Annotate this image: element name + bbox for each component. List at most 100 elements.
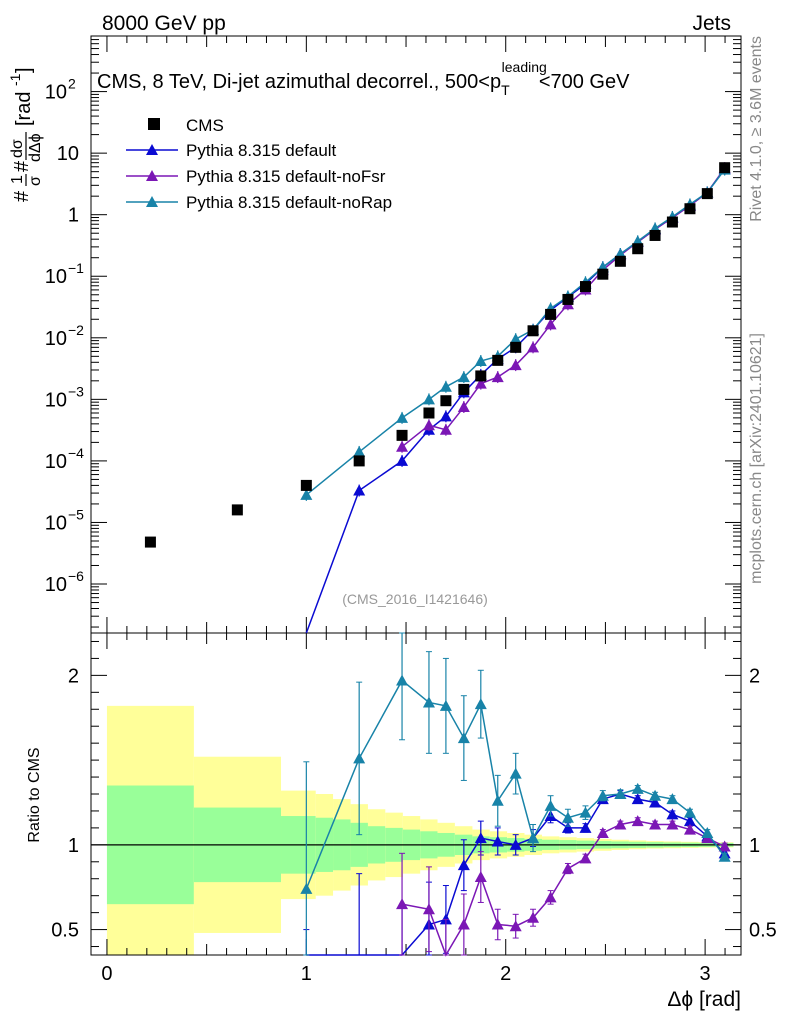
svg-text:1: 1 <box>9 175 26 184</box>
ratio-uncertainty-bands <box>106 705 734 955</box>
ratio-point <box>396 674 409 686</box>
ratio-point <box>683 823 696 835</box>
cms-data-point <box>701 188 713 200</box>
y-tick-label: 10 <box>57 143 79 165</box>
svg-text:[rad: [rad <box>13 92 35 126</box>
legend-marker-cms <box>148 118 160 130</box>
ratio-point <box>718 840 731 852</box>
ratio-point <box>631 793 644 805</box>
x-tick-label: 2 <box>500 963 511 985</box>
y-tick-exponent: 2 <box>68 76 76 92</box>
ratio-point <box>474 871 487 883</box>
ratio-tick-label: 1 <box>68 835 79 857</box>
cms-data-point <box>510 341 522 353</box>
ratio-point <box>631 815 644 827</box>
ratio-point <box>422 696 435 708</box>
y-tick-mantissa: 1 <box>68 205 79 227</box>
y-axis-label: # 1 σ # dσ dΔϕ [rad -1] <box>7 67 44 202</box>
legend-label: Pythia 8.315 default-noRap <box>186 193 392 212</box>
y-tick-label: 10 <box>45 389 67 411</box>
cms-data-point <box>527 325 539 337</box>
cms-data-point <box>719 162 731 174</box>
y-tick-label: 10 <box>45 512 67 534</box>
y-tick-label: 10 <box>45 574 67 596</box>
ratio-point <box>631 782 644 794</box>
ratio-point <box>544 799 557 811</box>
side-label-mcplots: mcplots.cern.ch [arXiv:2401.10621] <box>748 333 765 584</box>
y-tick-exponent: −6 <box>68 568 84 584</box>
ratio-point <box>579 806 592 818</box>
y-tick-mantissa: 10 <box>45 82 67 104</box>
ratio-y-label: Ratio to CMS <box>26 747 43 842</box>
ratio-point <box>509 767 522 779</box>
ratio-point <box>457 918 470 930</box>
y-tick-exponent: −5 <box>68 506 84 522</box>
cms-data-point <box>300 479 312 491</box>
ratio-point <box>527 911 540 923</box>
ratio-point <box>422 903 435 915</box>
ratio-tick-label: 2 <box>68 665 79 687</box>
cms-data-point <box>353 455 365 467</box>
ratio-point <box>491 835 504 847</box>
ratio-axes: 0.5 0.5 1 1 2 2 0 1 2 3 <box>51 632 777 985</box>
legend-label: Pythia 8.315 default-noFsr <box>186 167 386 186</box>
ratio-point <box>396 898 409 910</box>
cms-data-point <box>649 229 661 241</box>
legend-marker <box>146 170 158 181</box>
cms-data-point <box>545 308 557 320</box>
ratio-point <box>544 891 557 903</box>
ratio-point <box>579 852 592 864</box>
x-tick-label: 1 <box>301 963 312 985</box>
cms-data-point <box>423 407 435 419</box>
ratio-point <box>666 808 679 820</box>
ratio-point <box>527 832 540 844</box>
ratio-point <box>474 698 487 710</box>
chart-title: CMS, 8 TeV, Di-jet azimuthal decorrel., … <box>97 59 630 98</box>
cms-data-point <box>440 395 452 407</box>
svg-text:dΔϕ: dΔϕ <box>27 133 44 162</box>
ratio-point <box>474 832 487 844</box>
ratio-tick-label: 0.5 <box>51 920 79 942</box>
series-pythia-8-315-default-nofsr <box>396 162 731 453</box>
series-pythia-8-315-default-norap <box>300 163 731 501</box>
ratio-tick-label-right: 2 <box>749 665 760 687</box>
cms-data-point <box>475 370 487 382</box>
ratio-point <box>596 826 609 838</box>
cms-data-point <box>231 504 243 516</box>
ratio-point <box>509 920 522 932</box>
cms-data-point <box>614 255 626 267</box>
ratio-point <box>649 818 662 830</box>
ratio-point <box>701 826 714 838</box>
series-pythia-8-315-default <box>305 163 731 634</box>
ratio-point <box>561 821 574 833</box>
svg-text:#: # <box>11 160 33 172</box>
y-tick-label: 10 <box>45 266 67 288</box>
y-tick-label: 1 <box>68 205 79 227</box>
x-tick-label: 3 <box>700 963 711 985</box>
ratio-point <box>649 796 662 808</box>
cms-data-point <box>562 293 574 305</box>
legend: CMS Pythia 8.315 default Pythia 8.315 defa… <box>126 116 392 212</box>
cms-data-point <box>492 354 504 366</box>
side-label-rivet: Rivet 4.1.0, ≥ 3.6M events <box>748 36 765 222</box>
y-tick-mantissa: 10 <box>45 451 67 473</box>
ratio-series <box>300 632 731 957</box>
series-line <box>305 169 726 496</box>
ratio-point <box>457 732 470 744</box>
cms-data-point <box>579 281 591 293</box>
y-tick-label: 10 <box>45 451 67 473</box>
ratio-point <box>457 859 470 871</box>
y-tick-exponent: −1 <box>68 260 84 276</box>
ratio-point <box>300 882 313 894</box>
svg-text:#: # <box>11 190 33 202</box>
cms-data-point <box>632 243 644 255</box>
legend-marker <box>146 144 158 155</box>
ratio-point <box>353 752 366 764</box>
y-tick-label: 10 <box>45 328 67 350</box>
header-left: 8000 GeV pp <box>102 12 226 35</box>
y-tick-exponent: −2 <box>68 322 84 338</box>
cms-data-point <box>396 429 408 441</box>
legend-marker <box>146 196 158 207</box>
analysis-id: (CMS_2016_I1421646) <box>342 591 488 607</box>
